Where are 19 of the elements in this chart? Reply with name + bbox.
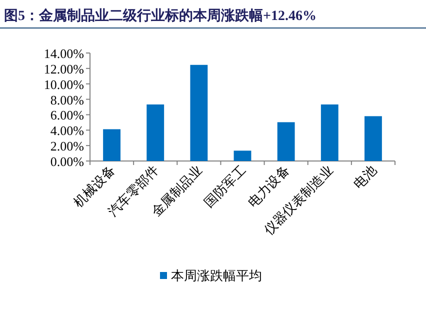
y-tick-label: 4.00% <box>50 123 84 138</box>
y-tick-label: 14.00% <box>44 46 84 61</box>
bar <box>103 129 120 161</box>
bar <box>364 116 382 161</box>
bar <box>320 104 338 161</box>
bar <box>146 104 164 161</box>
title: 图5：金属制品业二级行业标的本周涨跌幅+12.46% <box>4 9 316 24</box>
y-tick-label: 6.00% <box>50 108 84 123</box>
y-tick-label: 12.00% <box>44 61 84 76</box>
y-tick-label: 0.00% <box>50 154 84 169</box>
bar <box>234 150 252 161</box>
y-tick-label: 8.00% <box>50 92 84 108</box>
x-tick-label: 国防军工 <box>201 162 249 210</box>
y-tick-label: 10.00% <box>44 76 84 92</box>
legend: 本周涨跌幅平均 <box>160 268 262 283</box>
bar <box>190 64 208 161</box>
y-tick-label: 2.00% <box>50 138 84 154</box>
x-tick-label: 电池 <box>350 162 380 192</box>
bar <box>277 122 295 161</box>
